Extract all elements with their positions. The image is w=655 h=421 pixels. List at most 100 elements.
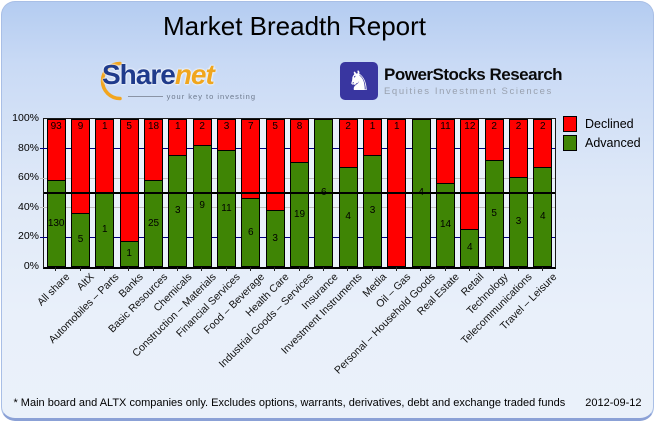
x-tick bbox=[347, 267, 349, 271]
legend-label: Advanced bbox=[585, 135, 641, 150]
y-tick-label-20: 20% bbox=[17, 230, 39, 243]
declined-value-label: 18 bbox=[147, 121, 160, 132]
sharenet-arc-icon bbox=[100, 61, 122, 101]
x-tick bbox=[79, 267, 81, 271]
bar-segment-advanced: 5 bbox=[484, 160, 504, 267]
advanced-value-label: 25 bbox=[147, 217, 160, 229]
y-tick-label-80: 80% bbox=[17, 141, 39, 154]
tagline-rule bbox=[128, 96, 163, 97]
x-axis-label: All share bbox=[35, 271, 73, 309]
bar-segment-advanced: 14 bbox=[436, 183, 455, 267]
bar-segment-advanced: 130 bbox=[46, 180, 66, 267]
powerstocks-tagline: Equities Investment Sciences bbox=[384, 86, 553, 97]
bar-segment-advanced: 25 bbox=[144, 180, 163, 267]
x-tick bbox=[103, 267, 105, 271]
x-tick bbox=[444, 267, 446, 271]
bar-segment-advanced: 3 bbox=[363, 155, 382, 267]
x-tick bbox=[493, 267, 495, 271]
y-tick-label-100: 100% bbox=[12, 112, 39, 124]
declined-value-label: 2 bbox=[515, 121, 522, 132]
declined-value-label: 9 bbox=[77, 121, 84, 132]
sharenet-tagline: your key to investing bbox=[128, 92, 256, 101]
bar-Travel – Leisure: 24 bbox=[533, 119, 553, 267]
advanced-value-label: 3 bbox=[515, 216, 522, 227]
advanced-value-label: 130 bbox=[47, 217, 65, 229]
bar-segment-declined: 9 bbox=[71, 119, 90, 214]
bar-segment-advanced: 4 bbox=[460, 229, 480, 267]
x-tick bbox=[128, 267, 130, 271]
declined-value-label: 1 bbox=[369, 121, 376, 132]
reference-line-50pct bbox=[44, 192, 555, 194]
bar-Basic Resources: 18 25 bbox=[144, 119, 163, 267]
bar-segment-advanced: 11 bbox=[217, 150, 236, 267]
x-tick bbox=[152, 267, 154, 271]
advanced-value-label: 1 bbox=[126, 248, 132, 259]
bar-segment-declined: 3 bbox=[217, 119, 236, 151]
x-tick bbox=[298, 267, 300, 271]
advanced-value-label: 1 bbox=[102, 223, 108, 235]
declined-value-label: 5 bbox=[272, 121, 278, 132]
powerstocks-logo: ♞ PowerStocks Research Equities Investme… bbox=[340, 61, 563, 101]
advanced-value-label: 14 bbox=[439, 219, 452, 230]
advanced-value-label: 11 bbox=[221, 202, 232, 214]
advanced-value-label: 3 bbox=[369, 205, 376, 216]
bar-segment-advanced: 19 bbox=[290, 162, 309, 267]
legend-swatch-declined bbox=[563, 115, 577, 132]
powerstocks-badge: ♞ bbox=[340, 62, 378, 100]
bar-segment-declined: 1 bbox=[363, 119, 382, 156]
bar-Automobiles – Parts: 11 bbox=[95, 119, 115, 267]
x-tick bbox=[322, 267, 324, 271]
x-tick bbox=[541, 267, 543, 271]
x-tick bbox=[371, 267, 373, 271]
bar-segment-advanced: 5 bbox=[71, 213, 90, 267]
declined-value-label: 2 bbox=[491, 121, 497, 132]
bar-Food – Beverage: 76 bbox=[241, 119, 261, 267]
bar-segment-declined: 2 bbox=[509, 119, 528, 178]
declined-value-label: 3 bbox=[223, 121, 230, 132]
x-tick bbox=[225, 267, 227, 271]
bar-All share: 93 130 bbox=[46, 119, 66, 267]
declined-value-label: 1 bbox=[175, 121, 181, 132]
powerstocks-text: PowerStocks Research Equities Investment… bbox=[384, 65, 563, 97]
declined-value-label: 5 bbox=[126, 121, 132, 132]
x-tick bbox=[274, 267, 276, 271]
bar-segment-declined: 93 bbox=[46, 119, 66, 181]
bar-segment-declined: 2 bbox=[533, 119, 553, 168]
bar-segment-advanced: 1 bbox=[95, 192, 115, 267]
x-tick bbox=[55, 267, 57, 271]
chart-plot-area: 9313095115118251329311765381962413141114… bbox=[40, 118, 556, 269]
advanced-value-label: 19 bbox=[293, 208, 306, 220]
bar-segment-advanced: 6 bbox=[241, 198, 261, 267]
report-date: 2012-09-12 bbox=[585, 397, 642, 409]
bar-Financial Services: 3 11 bbox=[217, 119, 236, 267]
sharenet-wordmark: Sharenet bbox=[102, 59, 215, 91]
bar-segment-declined: 7 bbox=[241, 119, 261, 199]
advanced-value-label: 4 bbox=[345, 211, 351, 222]
sharenet-word-share: Share bbox=[102, 59, 176, 90]
bar-segment-advanced: 4 bbox=[533, 167, 553, 267]
advanced-value-label: 5 bbox=[77, 234, 84, 245]
bar-segment-declined: 5 bbox=[265, 119, 285, 211]
declined-value-label: 93 bbox=[50, 121, 62, 132]
x-tick bbox=[249, 267, 251, 271]
advanced-value-label: 5 bbox=[491, 207, 497, 219]
bar-Retail: 12 4 bbox=[460, 119, 480, 267]
x-tick bbox=[420, 267, 422, 271]
declined-value-label: 2 bbox=[345, 121, 351, 132]
bar-segment-declined: 12 bbox=[460, 119, 480, 230]
declined-value-label: 2 bbox=[540, 121, 546, 132]
advanced-value-label: 3 bbox=[272, 232, 278, 244]
y-tick-label-0: 0% bbox=[23, 260, 39, 272]
bar-Industrial Goods – Services: 8 19 bbox=[290, 119, 309, 267]
bar-segment-declined: 8 bbox=[290, 119, 309, 163]
declined-value-label: 2 bbox=[199, 121, 205, 132]
footer: * Main board and ALTX companies only. Ex… bbox=[2, 397, 653, 409]
bar-segment-advanced: 3 bbox=[509, 177, 528, 267]
legend-item-advanced: Advanced bbox=[563, 133, 641, 152]
declined-value-label: 1 bbox=[102, 121, 108, 132]
x-tick bbox=[395, 267, 397, 271]
chart-legend: Declined Advanced bbox=[563, 114, 641, 152]
